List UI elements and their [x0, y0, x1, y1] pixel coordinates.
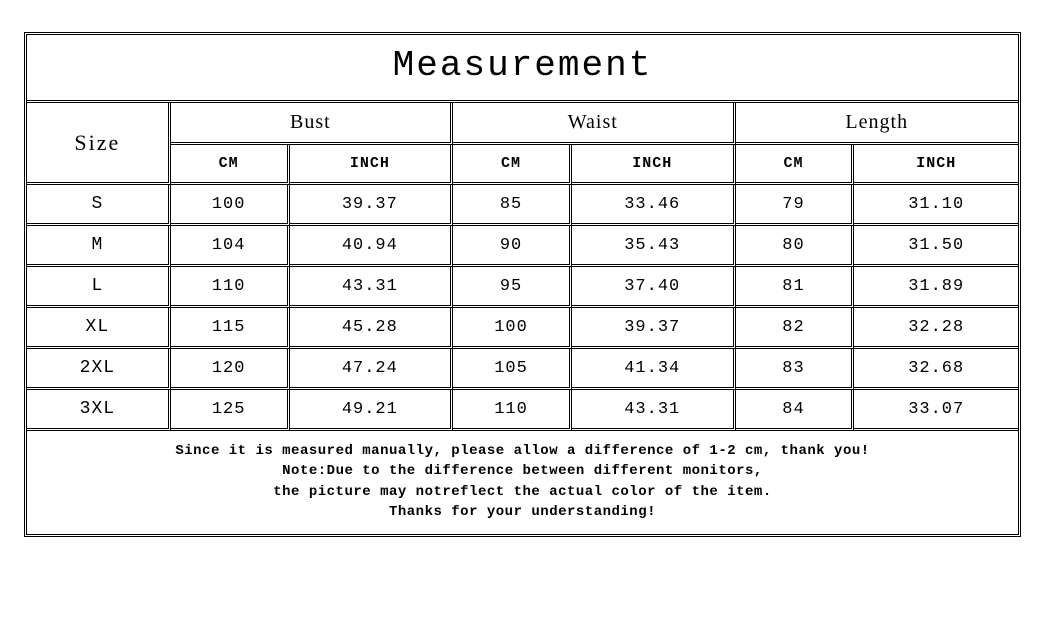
waist-cm-cell: 100	[453, 308, 572, 349]
footer-line-2: Note:Due to the difference between diffe…	[35, 461, 1010, 481]
size-cell: M	[27, 226, 171, 267]
table-row: 3XL 125 49.21 110 43.31 84 33.07	[27, 390, 1018, 431]
length-cm-cell: 81	[736, 267, 855, 308]
bust-cm-cell: 110	[171, 267, 290, 308]
bust-cm-cell: 120	[171, 349, 290, 390]
length-inch-cell: 32.28	[854, 308, 1018, 349]
measurement-chart: Measurement Size Bust Waist Length CM IN…	[0, 0, 1045, 628]
length-cm-cell: 84	[736, 390, 855, 431]
measurement-table: Size Bust Waist Length CM INCH CM INCH C…	[27, 103, 1018, 431]
waist-cm-header: CM	[453, 145, 572, 185]
header-row-1: Size Bust Waist Length	[27, 103, 1018, 145]
waist-cm-cell: 85	[453, 185, 572, 226]
length-cm-cell: 82	[736, 308, 855, 349]
bust-cm-header: CM	[171, 145, 290, 185]
length-inch-cell: 32.68	[854, 349, 1018, 390]
bust-inch-cell: 39.37	[290, 185, 454, 226]
chart-frame: Measurement Size Bust Waist Length CM IN…	[24, 32, 1021, 537]
length-cm-cell: 79	[736, 185, 855, 226]
header-row-2: CM INCH CM INCH CM INCH	[27, 145, 1018, 185]
length-inch-cell: 33.07	[854, 390, 1018, 431]
waist-header: Waist	[453, 103, 735, 145]
length-header: Length	[736, 103, 1019, 145]
bust-cm-cell: 115	[171, 308, 290, 349]
length-inch-cell: 31.89	[854, 267, 1018, 308]
waist-cm-cell: 90	[453, 226, 572, 267]
bust-cm-cell: 104	[171, 226, 290, 267]
table-row: 2XL 120 47.24 105 41.34 83 32.68	[27, 349, 1018, 390]
table-row: M 104 40.94 90 35.43 80 31.50	[27, 226, 1018, 267]
waist-cm-cell: 95	[453, 267, 572, 308]
table-head: Size Bust Waist Length CM INCH CM INCH C…	[27, 103, 1018, 185]
waist-inch-header: INCH	[572, 145, 736, 185]
size-header: Size	[27, 103, 171, 185]
waist-inch-cell: 39.37	[572, 308, 736, 349]
waist-inch-cell: 37.40	[572, 267, 736, 308]
footer-line-4: Thanks for your understanding!	[35, 502, 1010, 522]
footer-notes: Since it is measured manually, please al…	[27, 431, 1018, 534]
footer-line-1: Since it is measured manually, please al…	[35, 441, 1010, 461]
bust-inch-header: INCH	[290, 145, 454, 185]
size-cell: L	[27, 267, 171, 308]
size-cell: 3XL	[27, 390, 171, 431]
waist-cm-cell: 110	[453, 390, 572, 431]
length-inch-cell: 31.50	[854, 226, 1018, 267]
bust-inch-cell: 43.31	[290, 267, 454, 308]
bust-inch-cell: 40.94	[290, 226, 454, 267]
footer-line-3: the picture may notreflect the actual co…	[35, 482, 1010, 502]
bust-header: Bust	[171, 103, 453, 145]
bust-inch-cell: 47.24	[290, 349, 454, 390]
waist-inch-cell: 43.31	[572, 390, 736, 431]
length-cm-cell: 80	[736, 226, 855, 267]
table-row: XL 115 45.28 100 39.37 82 32.28	[27, 308, 1018, 349]
table-row: S 100 39.37 85 33.46 79 31.10	[27, 185, 1018, 226]
length-cm-header: CM	[736, 145, 855, 185]
table-body: S 100 39.37 85 33.46 79 31.10 M 104 40.9…	[27, 185, 1018, 431]
bust-inch-cell: 45.28	[290, 308, 454, 349]
waist-inch-cell: 33.46	[572, 185, 736, 226]
size-cell: S	[27, 185, 171, 226]
size-cell: 2XL	[27, 349, 171, 390]
bust-inch-cell: 49.21	[290, 390, 454, 431]
size-cell: XL	[27, 308, 171, 349]
length-inch-cell: 31.10	[854, 185, 1018, 226]
table-row: L 110 43.31 95 37.40 81 31.89	[27, 267, 1018, 308]
length-cm-cell: 83	[736, 349, 855, 390]
chart-title: Measurement	[393, 45, 653, 86]
waist-cm-cell: 105	[453, 349, 572, 390]
waist-inch-cell: 41.34	[572, 349, 736, 390]
waist-inch-cell: 35.43	[572, 226, 736, 267]
title-row: Measurement	[27, 35, 1018, 103]
length-inch-header: INCH	[854, 145, 1018, 185]
bust-cm-cell: 125	[171, 390, 290, 431]
bust-cm-cell: 100	[171, 185, 290, 226]
